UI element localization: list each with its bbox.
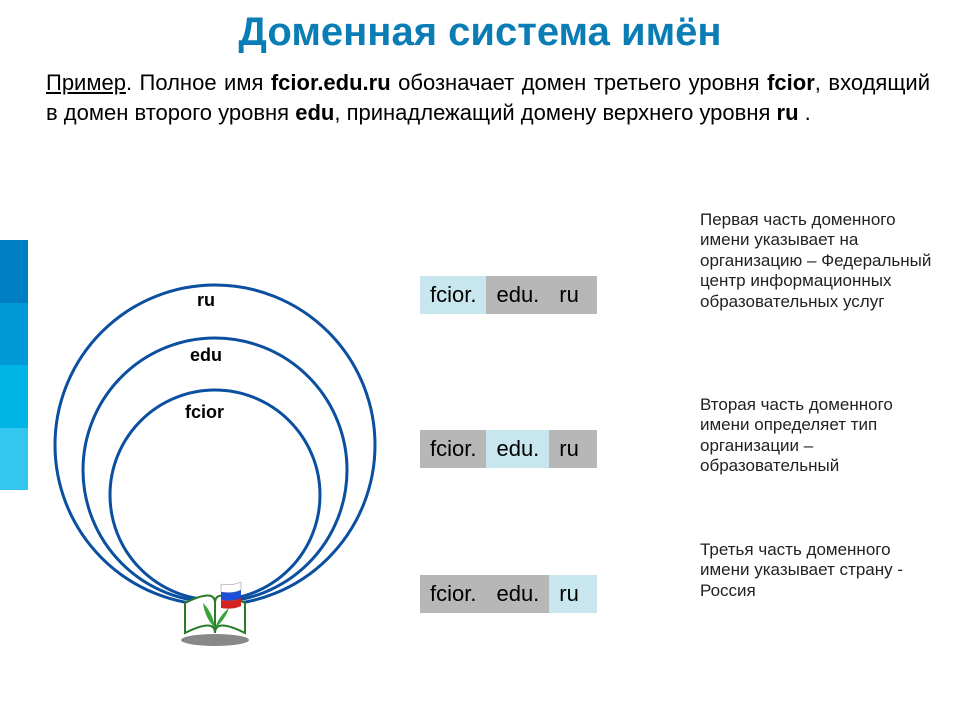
domain-segment-0: fcior.: [420, 276, 486, 314]
domain-box: fcior.edu.ru: [420, 430, 597, 468]
domain-segment-2: ru: [549, 575, 597, 613]
domain-desc-1: Вторая часть доменного имени определяет …: [700, 395, 935, 477]
domain-segment-1: edu.: [486, 276, 549, 314]
domain-box: fcior.edu.ru: [420, 575, 597, 613]
circle-label-ru: ru: [197, 290, 215, 311]
decorative-stripe: [0, 240, 28, 490]
circle-edu: [83, 338, 347, 602]
fcior-logo-icon: [175, 578, 255, 648]
domain-segment-0: fcior.: [420, 430, 486, 468]
circle-label-fcior: fcior: [185, 402, 224, 423]
page-title: Доменная система имён: [0, 10, 960, 55]
domain-desc-2: Третья часть доменного имени указывает с…: [700, 540, 935, 601]
circle-label-edu: edu: [190, 345, 222, 366]
domain-box: fcior.edu.ru: [420, 276, 597, 314]
domain-segment-0: fcior.: [420, 575, 486, 613]
domain-row-2: fcior.edu.ru: [420, 575, 597, 613]
nested-circles-diagram: ru edu fcior: [40, 210, 370, 670]
intro-paragraph: Пример. Полное имя fcior.edu.ru обознача…: [46, 68, 930, 127]
domain-row-0: fcior.edu.ru: [420, 276, 597, 314]
example-label: Пример: [46, 70, 126, 95]
circle-ru: [55, 285, 375, 605]
domain-desc-0: Первая часть доменного имени указывает н…: [700, 210, 935, 312]
domain-segment-2: ru: [549, 430, 597, 468]
domain-row-1: fcior.edu.ru: [420, 430, 597, 468]
domain-segment-1: edu.: [486, 575, 549, 613]
domain-segment-2: ru: [549, 276, 597, 314]
domain-segment-1: edu.: [486, 430, 549, 468]
